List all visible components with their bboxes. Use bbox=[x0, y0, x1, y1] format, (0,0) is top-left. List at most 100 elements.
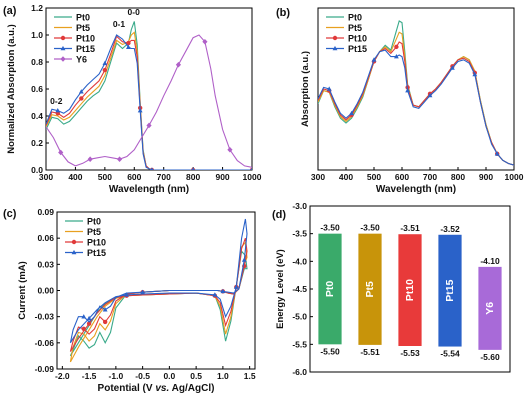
data-point-y6 bbox=[116, 156, 123, 162]
series-line-pt10 bbox=[69, 238, 248, 352]
data-point-pt10 bbox=[102, 67, 108, 73]
y-tick-label: 0.8 bbox=[31, 57, 43, 67]
legend-marker-pt10 bbox=[60, 35, 66, 41]
panel-a: 300 400 500 600 700 800 900 1000 0.0 0.2 0.4 0.6 0.8… bbox=[3, 3, 262, 195]
lumo-label: -3.50 bbox=[360, 223, 380, 233]
data-point-pt15 bbox=[140, 289, 146, 295]
bar-category-label: Y6 bbox=[484, 302, 496, 315]
data-point-pt15 bbox=[233, 284, 239, 289]
panel-label: (d) bbox=[272, 209, 286, 221]
series-group bbox=[318, 20, 514, 166]
homo-label: -5.51 bbox=[360, 347, 380, 357]
y-tick-label: -5.5 bbox=[292, 339, 307, 349]
data-point-pt15 bbox=[124, 292, 129, 297]
panel-label: (a) bbox=[3, 5, 17, 17]
x-tick-label: 300 bbox=[39, 172, 53, 182]
data-point-pt10 bbox=[86, 321, 92, 326]
y-tick-label: 0.6 bbox=[31, 84, 43, 94]
homo-label: -5.54 bbox=[440, 349, 460, 359]
lumo-label: -4.10 bbox=[480, 256, 500, 266]
x-tick-label: 1000 bbox=[505, 172, 524, 182]
data-point-pt15 bbox=[450, 65, 455, 70]
x-tick-label: 600 bbox=[127, 172, 141, 182]
panel-label: (c) bbox=[3, 208, 17, 220]
peak-annotation: 0-1 bbox=[113, 19, 126, 29]
y-tick-label: 1.0 bbox=[31, 30, 43, 40]
panel-d: -3.0 -3.5 -4.0 -4.5 -5.0 -5.5 -6.0 Energy Level… bbox=[272, 201, 511, 377]
lumo-label: -3.52 bbox=[440, 224, 460, 234]
data-point-pt15 bbox=[220, 288, 226, 294]
legend-marker-pt15 bbox=[332, 45, 338, 51]
series-line-pt15 bbox=[46, 34, 252, 170]
panel-c: -2.0 -1.5 -1.0 -0.5 0.0 0.5 1.0 1.5 -0.09 -0.06 -0… bbox=[3, 207, 256, 394]
series-line-pt15 bbox=[69, 218, 248, 344]
legend-marker-pt15 bbox=[60, 45, 66, 51]
x-tick-label: 800 bbox=[186, 172, 200, 182]
energy-bar-y6 bbox=[478, 266, 502, 350]
legend-label-pt15: Pt15 bbox=[348, 44, 367, 54]
y-tick-label: -0.09 bbox=[35, 364, 55, 374]
y-tick-label: -5.0 bbox=[292, 312, 307, 322]
legend-marker-pt15 bbox=[71, 249, 77, 255]
x-tick-label: 800 bbox=[451, 172, 465, 182]
x-tick-label: 500 bbox=[98, 172, 112, 182]
data-point-pt10 bbox=[81, 326, 86, 332]
energy-bar-pt0 bbox=[318, 233, 342, 345]
data-point-pt15 bbox=[150, 167, 154, 170]
data-point-pt15 bbox=[472, 71, 478, 77]
legend-label-pt5: Pt5 bbox=[76, 23, 90, 33]
y-tick-label: -0.06 bbox=[35, 338, 55, 348]
series-line-pt15 bbox=[318, 49, 514, 166]
x-tick-label: 500 bbox=[367, 172, 381, 182]
y-tick-label: -0.03 bbox=[35, 312, 55, 322]
energy-bar-pt10 bbox=[398, 234, 422, 346]
bar-category-label: Pt5 bbox=[364, 281, 376, 298]
x-tick-label: 600 bbox=[395, 172, 409, 182]
legend-marker-y6 bbox=[60, 56, 66, 62]
legend-label-pt10: Pt10 bbox=[76, 33, 95, 43]
y-tick-label: 0.00 bbox=[37, 286, 54, 296]
x-tick-label: 700 bbox=[157, 172, 171, 182]
y-axis-label: Normalized Absorption (a.u.) bbox=[6, 24, 17, 153]
data-point-y6 bbox=[146, 122, 152, 129]
x-tick-label: 1000 bbox=[243, 172, 262, 182]
legend-label-pt15: Pt15 bbox=[76, 44, 95, 54]
y-axis-label: Absorption (a.u.) bbox=[300, 51, 311, 127]
data-point-pt10 bbox=[126, 40, 131, 46]
series-line-pt5 bbox=[46, 31, 252, 170]
data-point-pt15 bbox=[102, 60, 108, 66]
legend-label-pt5: Pt5 bbox=[87, 227, 101, 237]
panel-label: (b) bbox=[276, 7, 290, 19]
homo-label: -5.60 bbox=[480, 352, 500, 362]
data-point-y6 bbox=[202, 38, 208, 45]
x-tick-label: 300 bbox=[311, 172, 325, 182]
series-group bbox=[46, 21, 252, 170]
data-point-pt10 bbox=[79, 96, 84, 101]
peak-annotation: 0-0 bbox=[128, 7, 141, 17]
data-point-pt15 bbox=[494, 151, 500, 156]
legend-label-pt15: Pt15 bbox=[87, 248, 106, 258]
y-tick-label: 1.2 bbox=[31, 3, 43, 13]
energy-bar-pt15 bbox=[438, 234, 462, 347]
x-tick-label: 700 bbox=[423, 172, 437, 182]
y-tick-label: -3.0 bbox=[292, 201, 307, 211]
series-group bbox=[69, 218, 248, 363]
peak-annotation: 0-2 bbox=[50, 96, 63, 106]
lumo-label: -3.50 bbox=[320, 223, 340, 233]
data-point-pt15 bbox=[191, 167, 195, 170]
series-line-pt10 bbox=[46, 35, 252, 170]
y-tick-label: -4.0 bbox=[292, 256, 307, 266]
legend-marker-pt10 bbox=[332, 35, 338, 41]
x-axis-label-part: Ag/AgCl) bbox=[169, 383, 214, 394]
legend-label-y6: Y6 bbox=[76, 54, 87, 64]
data-point-pt15 bbox=[86, 315, 92, 321]
x-tick-label: -1.0 bbox=[109, 371, 124, 381]
data-point-pt15 bbox=[126, 44, 131, 49]
data-point-y6 bbox=[227, 146, 233, 153]
bar-category-label: Pt10 bbox=[404, 279, 416, 301]
x-tick-label: 400 bbox=[339, 172, 353, 182]
legend-marker-pt10 bbox=[71, 239, 77, 245]
data-point-y6 bbox=[175, 61, 182, 68]
